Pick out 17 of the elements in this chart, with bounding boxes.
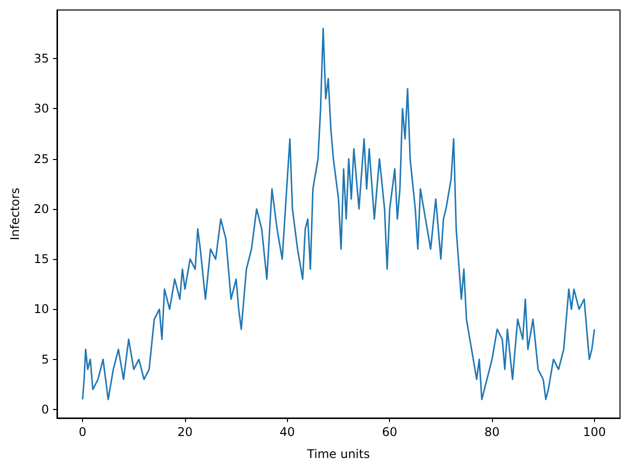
y-axis-title: Infectors [8,188,22,240]
y-tick-label: 30 [34,102,49,116]
x-tick-label: 20 [177,425,193,439]
line-series [82,28,596,400]
x-tick-label: 100 [582,425,606,439]
y-tick-label: 0 [41,402,49,416]
x-tick-label: 60 [382,425,398,439]
y-tick-label: 5 [41,352,49,366]
y-tick-label: 20 [34,202,49,216]
x-tick-label: 0 [78,425,86,439]
x-tick-label: 80 [484,425,500,439]
y-tick-label: 15 [34,252,49,266]
y-tick-label: 10 [34,302,49,316]
x-axis-title: Time units [306,447,370,461]
x-tick-label: 40 [280,425,295,439]
y-tick-label: 35 [34,52,49,66]
y-tick-label: 25 [34,152,49,166]
